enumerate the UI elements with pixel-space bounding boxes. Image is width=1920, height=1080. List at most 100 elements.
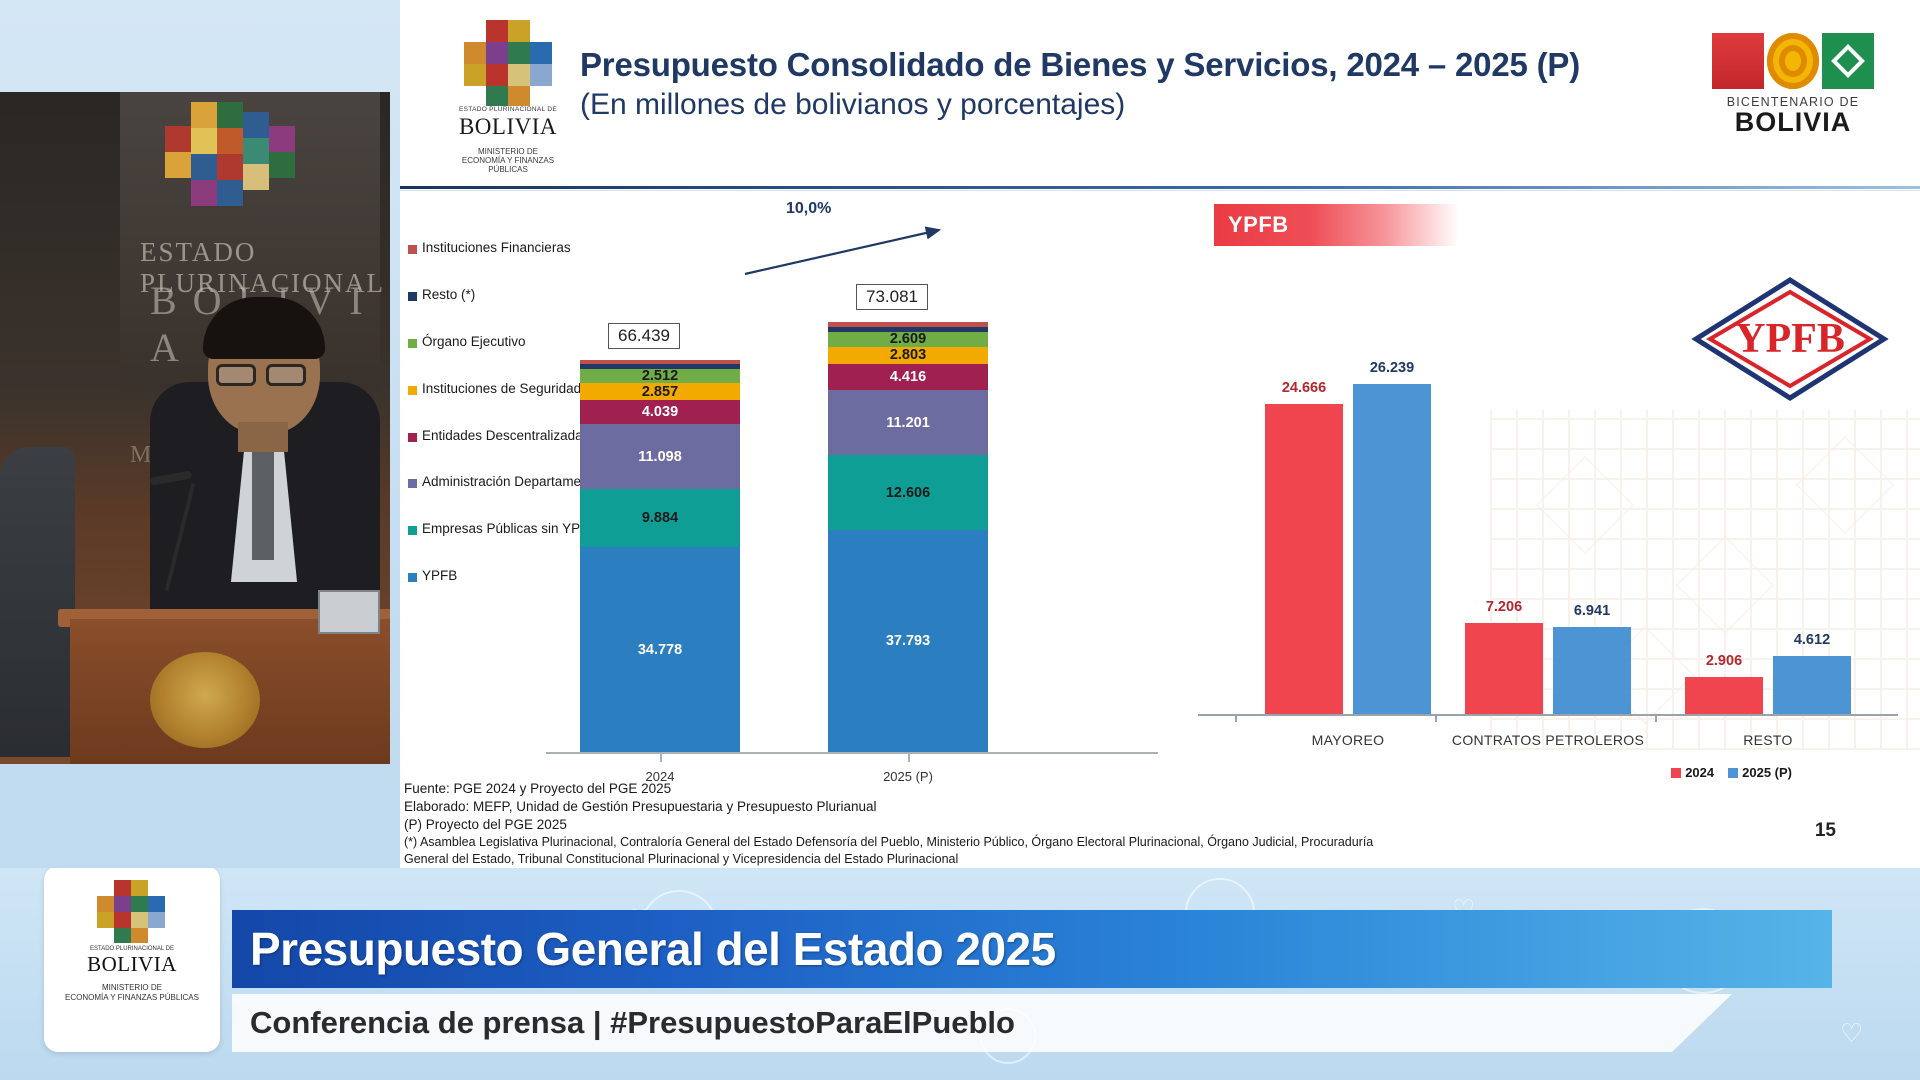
ypfb-bar: 26.239: [1353, 360, 1431, 714]
ypfb-banner: YPFB: [1214, 204, 1459, 246]
stacked-bar-segment: 9.884: [580, 489, 740, 548]
laptop: [318, 590, 380, 634]
bicentenario-square-red: [1712, 33, 1764, 89]
stacked-bar-segment: 37.793: [828, 529, 988, 752]
ypfb-bar: 7.206: [1465, 599, 1543, 714]
glasses-right-lens: [266, 364, 306, 386]
video-feed: ESTADO PLURINACIONAL B O L I V I A MEFP: [0, 92, 390, 764]
bicentenario-line1: BICENTENARIO DE: [1726, 95, 1860, 109]
stacked-bar-column: 2.609 2.803 4.416 11.201 12.606 37.793: [828, 322, 988, 752]
aguayo-textile-decor: [165, 102, 300, 222]
ypfb-legend-item: 2024: [1671, 765, 1714, 780]
speaker-neck: [238, 422, 288, 452]
footnote-line: (P) Proyecto del PGE 2025: [404, 817, 567, 833]
presentation-slide: ESTADO PLURINACIONAL DE BOLIVIA MINISTER…: [400, 0, 1920, 868]
legend-label: 2024: [1685, 765, 1715, 780]
legend-swatch: [408, 573, 417, 583]
banner-subtitle-bar: Conferencia de prensa | #PresupuestoPara…: [232, 994, 1732, 1052]
mefp-state-line: ESTADO PLURINACIONAL DE: [459, 106, 557, 113]
legend-item: Administración Departamental: [408, 474, 638, 491]
ypfb-bar: 6.941: [1553, 603, 1631, 714]
national-emblem: [150, 652, 260, 748]
banner-logo: ESTADO PLURINACIONAL DE BOLIVIA MINISTER…: [44, 868, 220, 1052]
legend-item: Entidades Descentralizadas: [408, 428, 638, 445]
legend-swatch: [1728, 767, 1739, 778]
segment-value-label: 2.609: [889, 331, 927, 348]
stacked-bar-segment: 11.098: [580, 423, 740, 490]
legend-item: Órgano Ejecutivo: [408, 334, 638, 351]
legend-item: YPFB: [408, 568, 638, 585]
axis-tick: [908, 754, 910, 762]
stacked-bar-segment: 4.039: [580, 400, 740, 424]
stacked-bar-total-label: 73.081: [856, 284, 928, 310]
legend-swatch: [408, 526, 417, 536]
segment-value-label: 37.793: [885, 632, 931, 649]
bicentenario-line2: BOLIVIA: [1734, 107, 1852, 137]
footnote-line: General del Estado, Tribunal Constitucio…: [404, 852, 959, 867]
stacked-bar-segment: 34.778: [580, 547, 740, 752]
stacked-bar-segment: [828, 322, 988, 327]
ypfb-bar-group: 24.666 26.239: [1265, 360, 1431, 714]
legend-item: Resto (*): [408, 287, 638, 304]
stacked-chart-legend: Instituciones Financieras Resto (*) Órgano…: [408, 240, 638, 615]
legend-item: Instituciones de Seguridad Social: [408, 381, 638, 398]
legend-swatch: [1671, 767, 1682, 778]
stacked-bar-total-label: 66.439: [608, 323, 680, 350]
backdrop-text-estado: ESTADO PLURINACIONAL: [140, 237, 385, 298]
header-divider: [400, 186, 1920, 189]
tocapu-icon: [460, 20, 556, 106]
slide-title-line2: (En millones de bolivianos y porcentajes…: [580, 88, 1126, 121]
ypfb-banner-label: YPFB: [1228, 212, 1289, 237]
ypfb-bar-group: 7.206 6.941: [1465, 599, 1631, 714]
segment-value-label: 2.857: [641, 383, 679, 400]
ypfb-bar-value-label: 7.206: [1485, 599, 1523, 616]
stacked-bar-chart: 10,0% 2.512 2.857 4.039 11.098 9.884 34.778 66…: [528, 192, 1178, 832]
banner-logo-ministry: MINISTERIO DE ECONOMÍA Y FINANZAS PÚBLIC…: [65, 983, 199, 1002]
slide-title: Presupuesto Consolidado de Bienes y Serv…: [580, 46, 1610, 122]
ypfb-logo: YPFB: [1690, 274, 1890, 404]
segment-value-label: 9.884: [641, 510, 679, 527]
legend-label: YPFB: [422, 568, 458, 584]
ypfb-chart-legend: 2024 2025 (P): [1671, 765, 1792, 780]
banner-title: Presupuesto General del Estado 2025: [250, 923, 1056, 975]
stacked-bar-x-label: 2025 (P): [883, 769, 933, 784]
stacked-bar-segment: [580, 363, 740, 369]
ypfb-bar-value-label: 26.239: [1369, 360, 1415, 376]
page-number: 15: [1814, 820, 1836, 841]
stacked-bar-segment: 2.803: [828, 347, 988, 364]
axis-tick: [1435, 714, 1437, 722]
legend-swatch: [408, 245, 417, 254]
banner-logo-state-line: ESTADO PLURINACIONAL DE: [89, 946, 175, 952]
footnote-line: (*) Asamblea Legislativa Plurinacional, …: [404, 835, 1374, 850]
mefp-ministry: MINISTERIO DE ECONOMÍA Y FINANZAS PÚBLIC…: [461, 147, 555, 175]
legend-swatch: [408, 432, 417, 442]
banner-tocapu-icon: [96, 880, 168, 944]
legend-swatch: [408, 338, 417, 348]
segment-value-label: 2.512: [641, 368, 679, 384]
header-divider-secondary: [400, 190, 1920, 191]
stacked-bar-segment: 2.857: [580, 383, 740, 401]
bicentenario-logo: BICENTENARIO DE BOLIVIA: [1688, 30, 1898, 136]
legend-label: 2025 (P): [1742, 765, 1792, 780]
legend-swatch: [408, 385, 417, 395]
slide-header: ESTADO PLURINACIONAL DE BOLIVIA MINISTER…: [400, 0, 1920, 191]
ypfb-legend-item: 2025 (P): [1728, 765, 1792, 780]
slide-title-line1: Presupuesto Consolidado de Bienes y Serv…: [580, 46, 1580, 83]
banner-title-bar: Presupuesto General del Estado 2025: [232, 910, 1832, 988]
segment-value-label: 4.039: [641, 404, 679, 421]
ypfb-bar-value-label: 2.906: [1705, 653, 1743, 670]
chart-area: Instituciones Financieras Resto (*) Órgano…: [400, 192, 1920, 868]
stacked-chart-axis: [546, 752, 1158, 754]
mefp-logo: ESTADO PLURINACIONAL DE BOLIVIA MINISTER…: [448, 20, 568, 175]
ypfb-grouped-bar-chart: YPFB YPFB 2024 2025 (P) 24.666 26.239 MAYOR…: [1190, 192, 1910, 868]
banner-logo-country: BOLIVIA: [87, 952, 177, 976]
stacked-bar-segment: 4.416: [828, 363, 988, 390]
stacked-bar-segment: 2.512: [580, 368, 740, 384]
legend-swatch: [408, 479, 417, 489]
ypfb-bar: 24.666: [1265, 380, 1343, 714]
segment-value-label: 11.098: [638, 448, 682, 465]
segment-value-label: 2.803: [889, 347, 927, 364]
stacked-bar-segment: 2.609: [828, 331, 988, 348]
stacked-bar-segment: [580, 359, 740, 364]
